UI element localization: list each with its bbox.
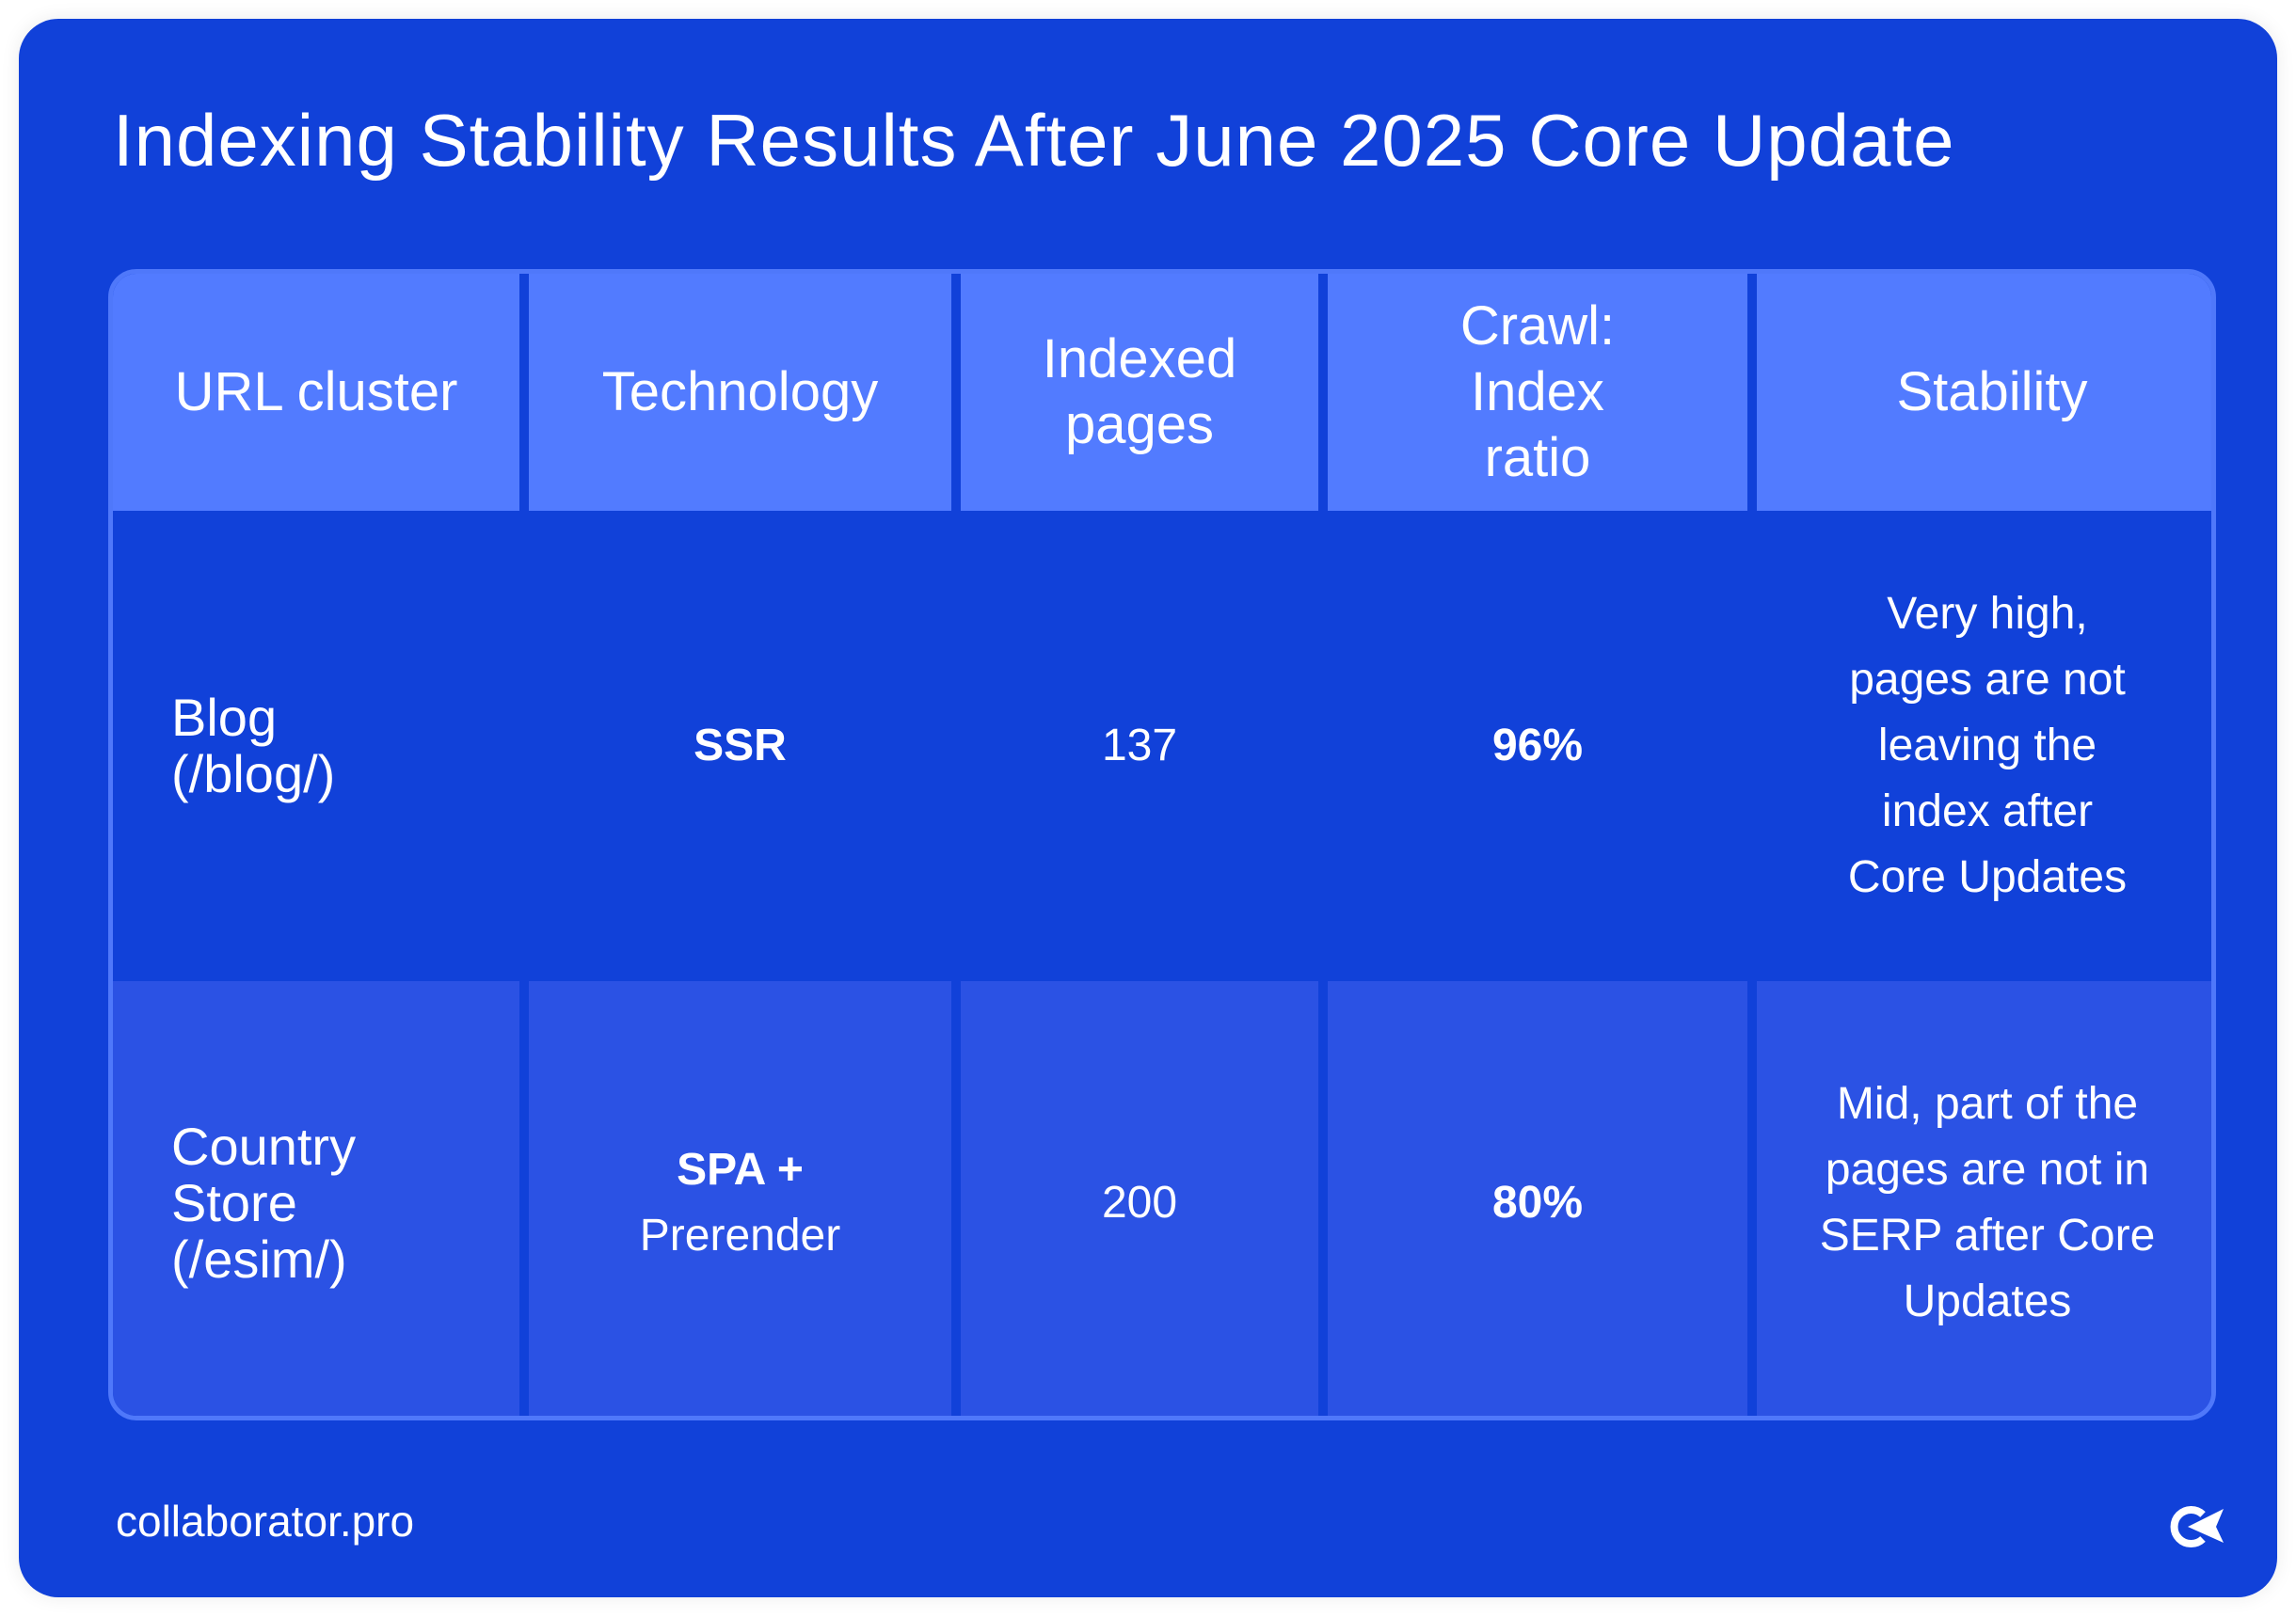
page-title: Indexing Stability Results After June 20… <box>113 99 1955 182</box>
row1-technology: SSR <box>529 511 951 981</box>
header-indexed-pages: Indexed pages <box>961 274 1318 511</box>
row1-stability: Very high, pages are not leaving the ind… <box>1757 511 2211 981</box>
collaborator-logo-icon <box>2170 1506 2224 1547</box>
row1-cluster: Blog (/blog/) <box>113 511 519 981</box>
row1-ratio: 96% <box>1328 511 1747 981</box>
row1-indexed: 137 <box>961 511 1318 981</box>
column-divider <box>519 274 529 1416</box>
header-stability: Stability <box>1757 274 2211 511</box>
header-technology: Technology <box>529 274 951 511</box>
row2-technology-sub: Prerender <box>639 1211 841 1261</box>
row2-ratio: 80% <box>1328 981 1747 1416</box>
column-divider <box>1318 274 1328 1416</box>
row2-technology-main: SPA + <box>677 1145 804 1195</box>
column-divider <box>1747 274 1757 1416</box>
header-url-cluster: URL cluster <box>113 274 519 511</box>
footer-brand: collaborator.pro <box>116 1497 415 1546</box>
header-crawl-index-ratio: Crawl: Index ratio <box>1328 274 1747 511</box>
row2-indexed: 200 <box>961 981 1318 1416</box>
row2-stability: Mid, part of the pages are not in SERP a… <box>1757 981 2211 1416</box>
row2-technology: SPA + Prerender <box>529 981 951 1416</box>
card: Indexing Stability Results After June 20… <box>19 19 2277 1597</box>
results-table: URL cluster Technology Indexed pages Cra… <box>108 269 2216 1420</box>
row2-cluster: Country Store (/esim/) <box>113 981 519 1416</box>
column-divider <box>951 274 961 1416</box>
